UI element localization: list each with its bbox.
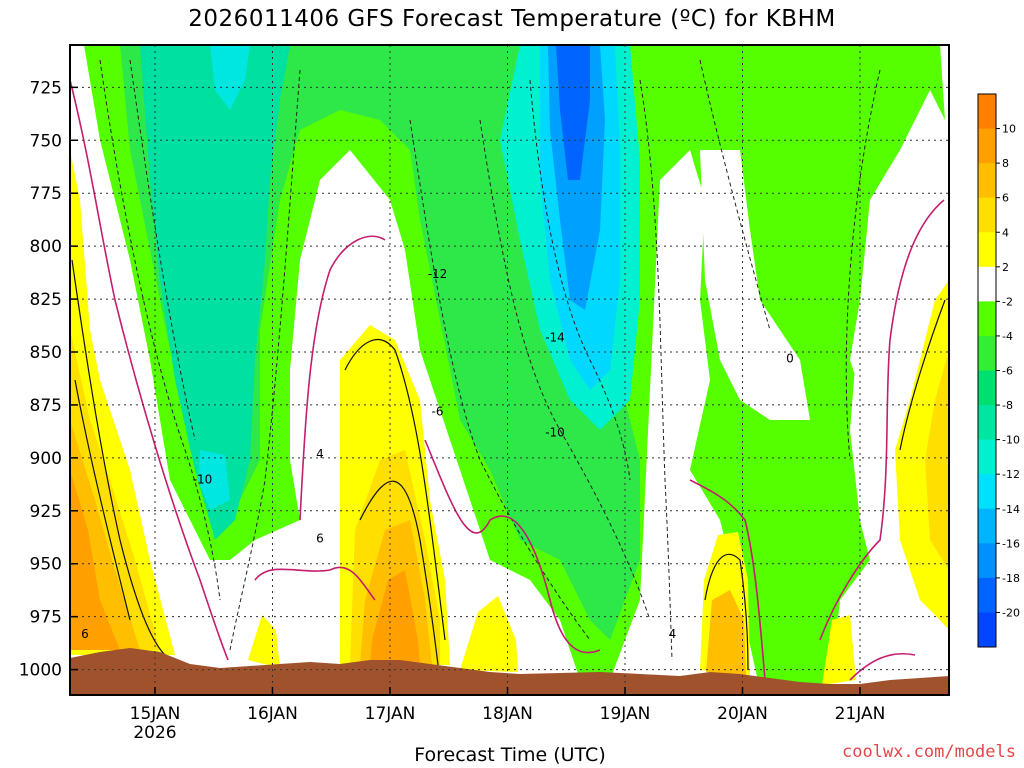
colorbar-swatch [978,335,996,371]
contour-label: -14 [545,330,565,344]
colorbar-label: 8 [1002,157,1009,170]
contour-lines-solid [71,259,946,671]
contour-label: -6 [432,405,444,419]
chart-title: 2026011406 GFS Forecast Temperature (ºC)… [188,6,836,32]
y-axis: 725 750 775 800 825 850 875 900 925 950 975 1000 [19,78,78,681]
y-tick-label: 900 [30,449,62,469]
y-tick-label: 750 [30,131,62,151]
field-warm-left-deep [70,470,120,650]
x-axis: 15JAN 16JAN 17JAN 18JAN 19JAN 20JAN 21JAN 2026 [130,687,886,743]
x-tick-label: 18JAN [482,704,533,724]
colorbar-label: -12 [1002,468,1020,481]
colorbar: 10 8 6 4 2 -2 -4 -6 -8 -10 -12 -14 -16 -18 -20 [977,93,1020,648]
colorbar-label: -16 [1002,537,1020,550]
colorbar-swatch [978,128,996,164]
field-cold-deep [556,45,590,180]
x-tick-label: 15JAN [130,704,181,724]
field-cyan-spot-low [198,450,230,510]
colorbar-label: 6 [1002,192,1009,205]
colorbar-label: 4 [1002,226,1009,239]
x-tick-label: 19JAN [600,704,651,724]
field-warm-right-gold [925,350,949,570]
colorbar-swatch [978,163,996,199]
colorbar-swatch [978,301,996,337]
field-white-gap-20jan [700,150,810,420]
colorbar-label: -4 [1002,330,1013,343]
y-tick-label: 875 [30,396,62,416]
field-warm-20jan-gold [706,590,746,675]
terrain-surface [70,648,949,695]
field-warm-17jan-deep [370,570,420,665]
contour-labels: 6 -10 6 4 -6 -12 -14 -10 4 0 [81,267,794,641]
colorbar-label: -10 [1002,434,1020,447]
contour-label: 0 [786,352,794,366]
colorbar-label: 2 [1002,261,1009,274]
y-tick-label: 775 [30,184,62,204]
grid-lines [70,45,949,695]
colorbar-label: -8 [1002,399,1013,412]
colorbar-label: -2 [1002,295,1013,308]
colorbar-swatch [978,370,996,406]
y-tick-label: 725 [30,78,62,98]
y-tick-label: 975 [30,608,62,628]
colorbar-swatch [978,439,996,475]
colorbar-label: 10 [1002,123,1016,136]
contour-label: -10 [545,426,565,440]
contour-label: 6 [316,532,324,546]
colorbar-swatch [978,543,996,579]
x-tick-label: 16JAN [247,704,298,724]
x-tick-label: 17JAN [365,704,416,724]
y-tick-label: 850 [30,343,62,363]
colorbar-swatch [978,474,996,510]
colorbar-label: -18 [1002,572,1020,585]
colorbar-swatch [978,197,996,233]
x-tick-label: 20JAN [717,704,768,724]
contour-lines-dashed [99,59,881,661]
plot-frame [69,44,950,696]
field-warm-18jan [460,596,518,672]
field-cyan-spot [210,45,250,110]
source-credit: coolwx.com/models [842,742,1016,762]
contour-label: 4 [669,627,677,641]
field-warm-21jan-small [822,615,856,685]
y-tick-label: 800 [30,237,62,257]
y-tick-label: 925 [30,502,62,522]
colorbar-swatch [978,612,996,648]
colorbar-swatch [978,94,996,130]
y-tick-label: 950 [30,555,62,575]
y-tick-label: 1000 [19,661,62,681]
field-white-gap-right [850,195,940,560]
x-axis-label: Forecast Time (UTC) [414,744,606,766]
contour-label: -12 [428,267,448,281]
colorbar-swatch [978,266,996,302]
colorbar-label: -14 [1002,503,1020,516]
contour-label: 4 [316,447,324,461]
field-teal-core [140,45,290,540]
colorbar-label: -20 [1002,606,1020,619]
y-tick-label: 825 [30,290,62,310]
colorbar-swatch [978,508,996,544]
colorbar-swatch [978,232,996,268]
zero-isotherm-lines [70,79,945,681]
x-tick-label: 21JAN [835,704,886,724]
contour-label: -10 [193,472,213,486]
colorbar-label: -6 [1002,365,1013,378]
colorbar-swatch [978,405,996,441]
colorbar-swatch [978,577,996,613]
contour-label: 6 [81,627,89,641]
x-tick-year: 2026 [133,723,176,743]
